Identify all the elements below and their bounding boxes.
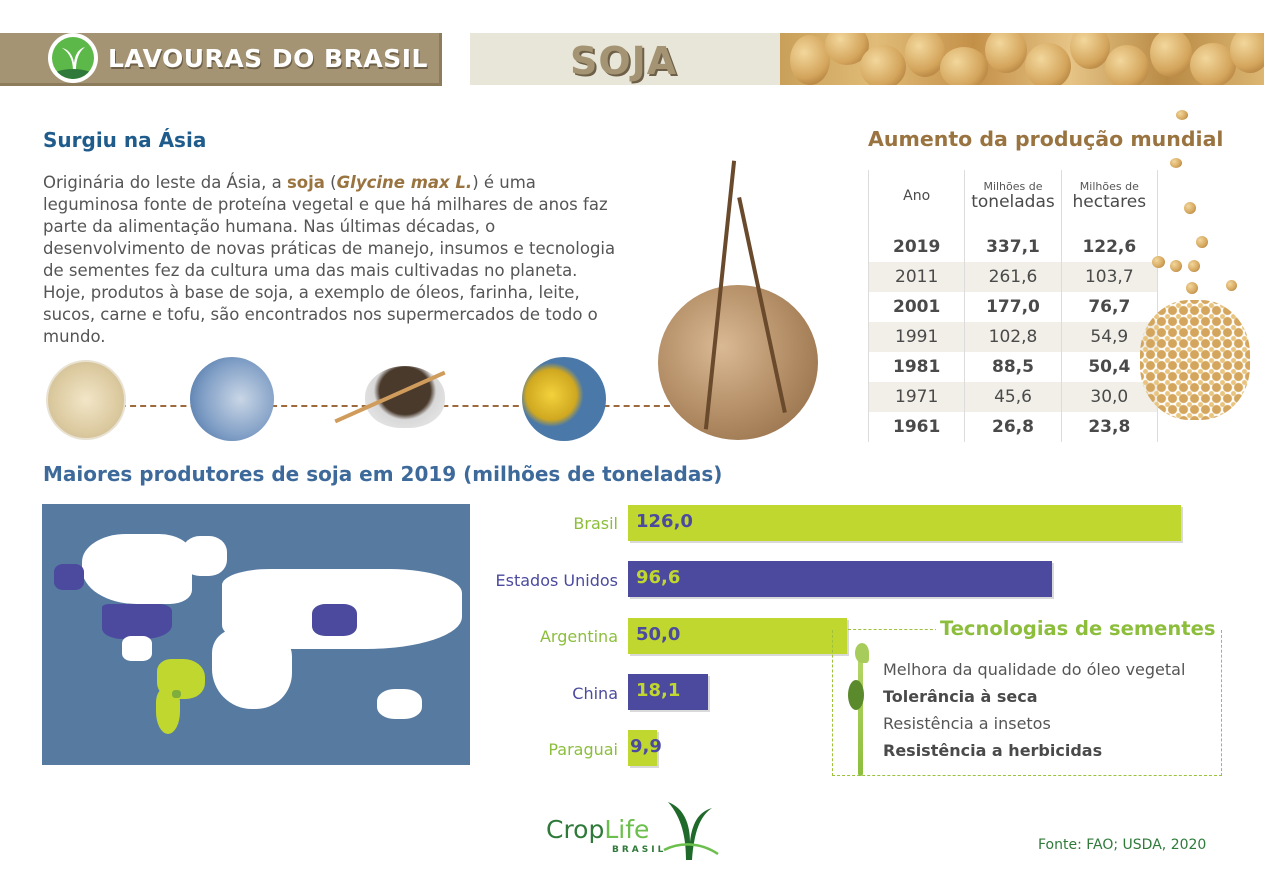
milk-bottles-icon <box>190 357 274 441</box>
map-africa <box>212 629 292 709</box>
col-header-year: Ano <box>867 170 966 222</box>
header-crop-title: SOJA <box>570 39 678 83</box>
bar-value: 18,1 <box>636 680 681 701</box>
bar-value: 50,0 <box>636 624 681 645</box>
tech-item: Melhora da qualidade do óleo vegetal <box>883 660 1186 679</box>
logo-crop-text: Crop <box>546 815 605 844</box>
map-paraguay <box>172 690 181 698</box>
cooking-oil-icon <box>522 357 606 441</box>
cell-year: 2001 <box>867 292 966 322</box>
bar-value: 126,0 <box>636 511 693 532</box>
bar-paraguai: 9,9 <box>628 730 662 766</box>
croplife-sprout-icon <box>663 802 719 860</box>
soybeans-banner-image <box>780 33 1264 85</box>
cell-tons: 88,5 <box>964 352 1062 382</box>
bar-label-estados-unidos: Estados Unidos <box>495 571 618 590</box>
bar-label-argentina: Argentina <box>539 627 618 646</box>
cell-tons: 102,8 <box>964 322 1062 352</box>
table-row: 1961 26,8 23,8 <box>867 412 1159 442</box>
table-row: 2011 261,6 103,7 <box>867 262 1159 292</box>
table-row: 2019 337,1 122,6 <box>867 232 1159 262</box>
intro-text-rest: ) é uma leguminosa fonte de proteína veg… <box>43 173 616 346</box>
table-row: 1971 45,6 30,0 <box>867 382 1159 412</box>
bar-brasil: 126,0 <box>628 505 1181 541</box>
logo-life-text: Life <box>604 815 650 844</box>
croplife-logo: CropLife <box>546 815 649 844</box>
map-mexico <box>122 636 152 661</box>
sprout-logo-icon <box>48 33 98 83</box>
cell-year: 2019 <box>867 232 966 262</box>
tech-box-top-line <box>848 629 938 630</box>
cell-year: 1991 <box>867 322 966 352</box>
table-row: 2001 177,0 76,7 <box>867 292 1159 322</box>
col-header-tons: Milhões de toneladas <box>964 170 1062 222</box>
header-brand-title: LAVOURAS DO BRASIL <box>108 43 428 73</box>
tech-item: Resistência a insetos <box>883 714 1051 733</box>
scattered-soybeans-image <box>1140 110 1264 440</box>
soy-plant-photo <box>658 285 818 440</box>
tech-item: Resistência a herbicidas <box>883 741 1103 760</box>
cell-tons: 177,0 <box>964 292 1062 322</box>
cell-year: 1961 <box>867 412 966 442</box>
cell-tons: 337,1 <box>964 232 1062 262</box>
cell-tons: 45,6 <box>964 382 1062 412</box>
map-china <box>312 604 357 636</box>
intro-paragraph: Originária do leste da Ásia, a soja (Gly… <box>43 172 623 348</box>
cell-hectares: 103,7 <box>1060 262 1159 292</box>
cell-hectares: 76,7 <box>1060 292 1159 322</box>
table-row: 1981 88,5 50,4 <box>867 352 1159 382</box>
map-north-america <box>82 534 192 604</box>
cell-year: 1981 <box>867 352 966 382</box>
cell-hectares: 122,6 <box>1060 232 1159 262</box>
bar-china: 18,1 <box>628 674 708 710</box>
col-header-hectares: Milhões de hectares <box>1060 170 1159 222</box>
bar-label-brasil: Brasil <box>573 514 618 533</box>
intro-paren: ( <box>324 173 337 192</box>
bar-argentina: 50,0 <box>628 618 847 654</box>
col-header-tons-big: toneladas <box>971 192 1055 212</box>
bar-label-china: China <box>572 684 618 703</box>
map-greenland <box>182 536 227 576</box>
source-note: Fonte: FAO; USDA, 2020 <box>1038 837 1207 853</box>
intro-title: Surgiu na Ásia <box>43 128 207 152</box>
table-row: 1991 102,8 54,9 <box>867 322 1159 352</box>
intro-scientific-name: Glycine max L. <box>336 173 473 192</box>
cell-tons: 261,6 <box>964 262 1062 292</box>
cell-tons: 26,8 <box>964 412 1062 442</box>
bar-value: 9,9 <box>630 736 662 757</box>
sprout-icon <box>858 648 863 776</box>
cell-hectares: 30,0 <box>1060 382 1159 412</box>
tech-title: Tecnologias de sementes <box>936 617 1216 640</box>
sprout-leaf-icon <box>855 643 869 663</box>
tofu-bowl-icon <box>46 360 126 440</box>
logo-sub-text: BRASIL <box>612 845 667 855</box>
map-australia <box>377 689 422 719</box>
col-header-hectares-big: hectares <box>1072 192 1147 212</box>
map-alaska <box>54 564 84 590</box>
intro-soja-highlight: soja <box>286 173 325 192</box>
bar-label-paraguai: Paraguai <box>548 740 618 759</box>
producers-title: Maiores produtores de soja em 2019 (milh… <box>43 462 723 486</box>
map-usa <box>102 604 172 639</box>
header-crop-bar: SOJA <box>470 33 1264 85</box>
production-table-title: Aumento da produção mundial <box>868 127 1224 151</box>
bar-value: 96,6 <box>636 567 681 588</box>
production-table: Ano Milhões de toneladas Milhões de hect… <box>867 170 1159 442</box>
cell-year: 1971 <box>867 382 966 412</box>
header-brand-bar: LAVOURAS DO BRASIL <box>0 33 442 86</box>
cell-hectares: 23,8 <box>1060 412 1159 442</box>
intro-text-start: Originária do leste da Ásia, a <box>43 173 287 192</box>
world-map <box>42 504 470 765</box>
sprout-leaf-icon <box>848 680 864 710</box>
bar-estados-unidos: 96,6 <box>628 561 1052 597</box>
tech-item: Tolerância à seca <box>883 687 1038 706</box>
col-header-tons-small: Milhões de <box>983 180 1043 193</box>
tech-box <box>832 630 1222 776</box>
cell-year: 2011 <box>867 262 966 292</box>
col-header-hectares-small: Milhões de <box>1079 180 1139 193</box>
